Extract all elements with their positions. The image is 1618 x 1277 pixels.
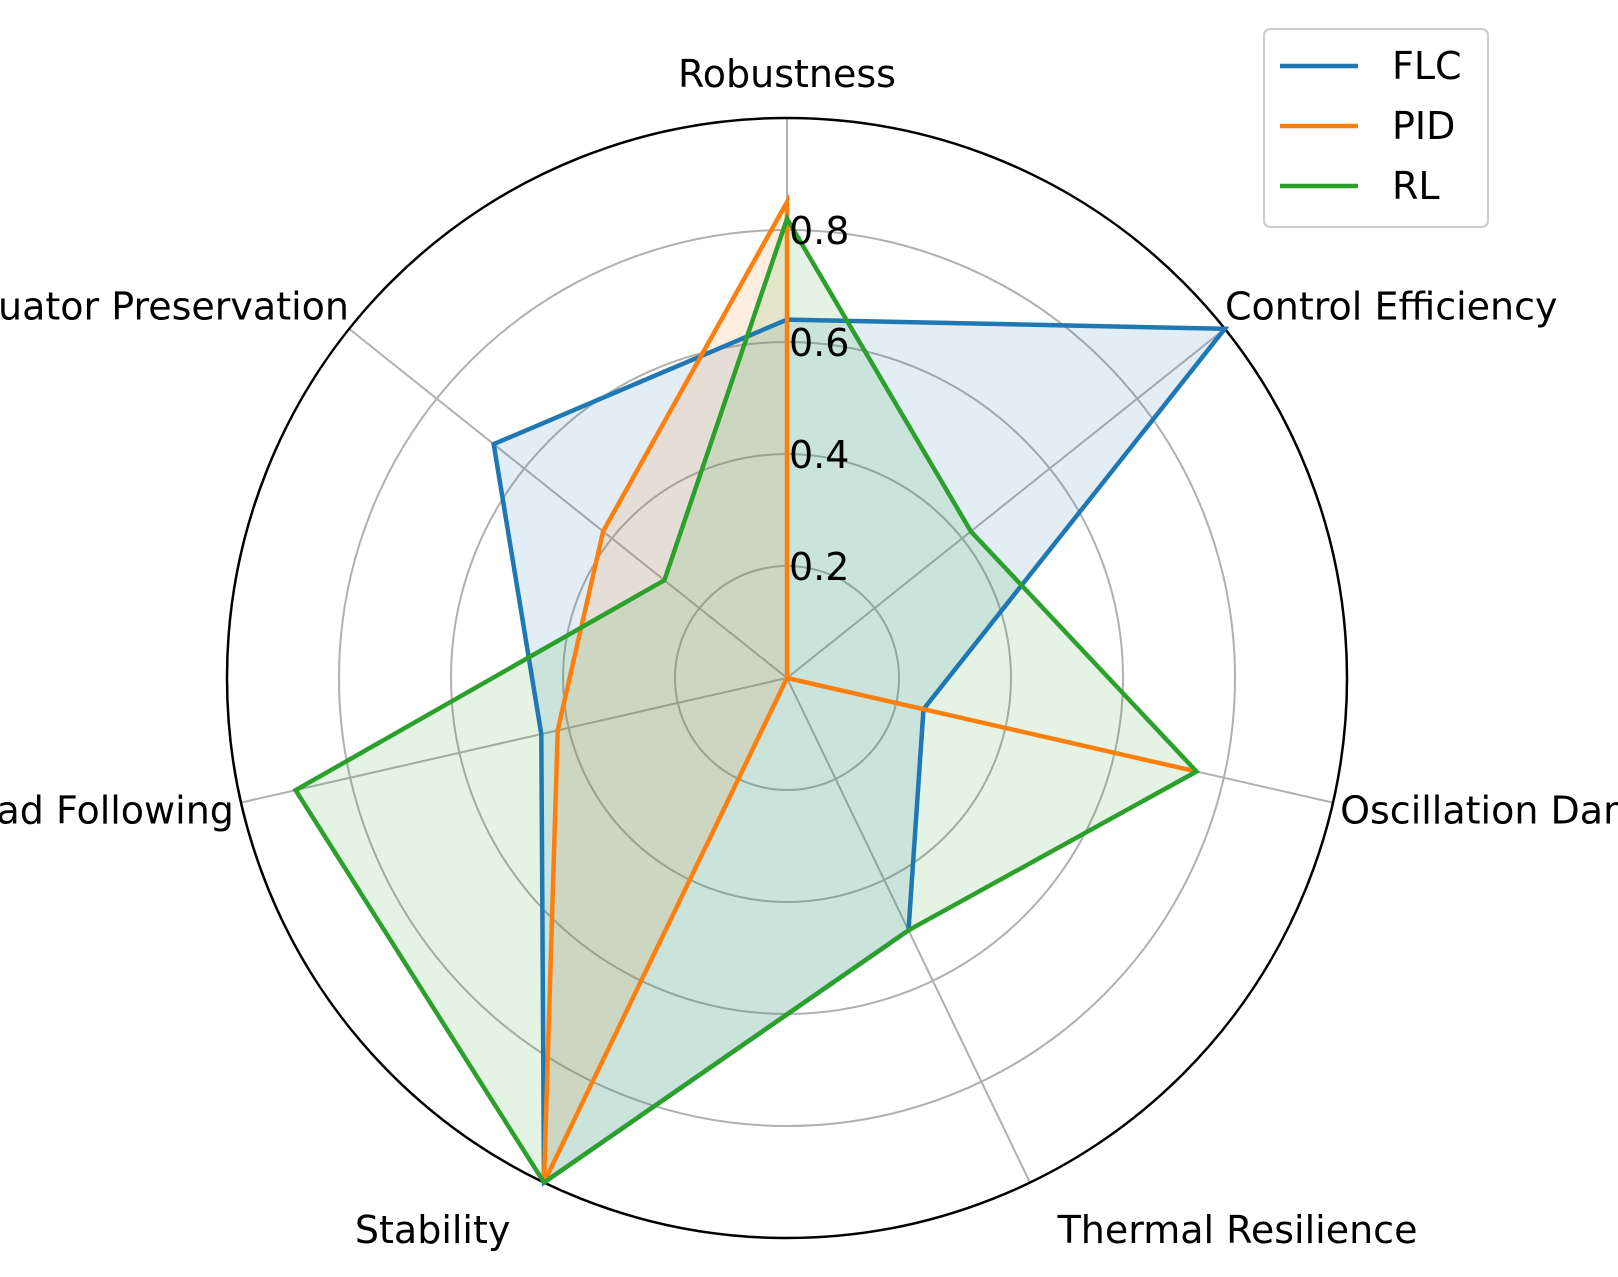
spoke-5	[240, 677, 788, 804]
series-fill-FLC	[493, 319, 1225, 1183]
category-label-5: Load Following	[0, 789, 234, 833]
legend-label-RL: RL	[1392, 164, 1440, 208]
legend-label-PID: PID	[1392, 104, 1455, 148]
rtick-label-0: 0.2	[789, 545, 849, 589]
rtick-label-3: 0.8	[789, 209, 849, 253]
category-label-2: Oscillation Damping	[1340, 789, 1618, 833]
category-labels: Robustness Control Efficiency Oscillation …	[0, 52, 1618, 1252]
legend-label-FLC: FLC	[1392, 44, 1462, 88]
spoke-1	[786, 328, 1226, 679]
legend-box	[1263, 28, 1489, 228]
legend: FLC PID RL	[1263, 28, 1489, 228]
rtick-label-2: 0.6	[789, 321, 849, 365]
outer-frame	[225, 116, 1349, 1240]
category-label-6: Actuator Preservation	[0, 284, 349, 328]
series-group	[292, 193, 1230, 1187]
rtick-label-1: 0.4	[789, 433, 849, 477]
category-label-0: Robustness	[678, 52, 896, 96]
category-label-4: Stability	[355, 1208, 511, 1252]
category-label-1: Control Efficiency	[1225, 284, 1557, 328]
series-fill-RL	[295, 218, 1197, 1183]
category-label-3: Thermal Resilience	[1057, 1208, 1418, 1252]
series-line-PID	[541, 193, 1198, 1184]
series-fill-PID	[544, 202, 1197, 1183]
series-line-RL	[292, 213, 1201, 1186]
radial-ticks: 0.2 0.4 0.6 0.8	[789, 209, 849, 589]
spoke-6	[348, 328, 788, 679]
